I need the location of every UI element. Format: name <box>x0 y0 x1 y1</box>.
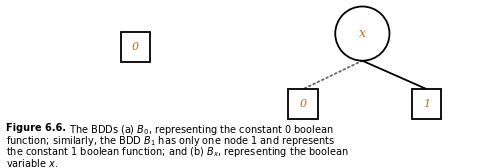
Ellipse shape <box>335 7 389 61</box>
Text: Figure 6.6.: Figure 6.6. <box>6 123 66 133</box>
Text: 0: 0 <box>132 42 139 52</box>
Text: 0: 0 <box>300 99 307 109</box>
Text: variable $x$.: variable $x$. <box>6 157 58 168</box>
Text: The BDDs (a) $B_0$, representing the constant 0 boolean: The BDDs (a) $B_0$, representing the con… <box>66 123 334 137</box>
Text: function; similarly, the BDD $B_1$ has only one node 1 and represents: function; similarly, the BDD $B_1$ has o… <box>6 134 335 148</box>
FancyBboxPatch shape <box>412 89 441 119</box>
FancyBboxPatch shape <box>121 32 150 62</box>
FancyBboxPatch shape <box>288 89 318 119</box>
Text: x: x <box>359 27 366 40</box>
Text: 1: 1 <box>423 99 430 109</box>
Text: the constant 1 boolean function; and (b) $B_x$, representing the boolean: the constant 1 boolean function; and (b)… <box>6 145 349 159</box>
